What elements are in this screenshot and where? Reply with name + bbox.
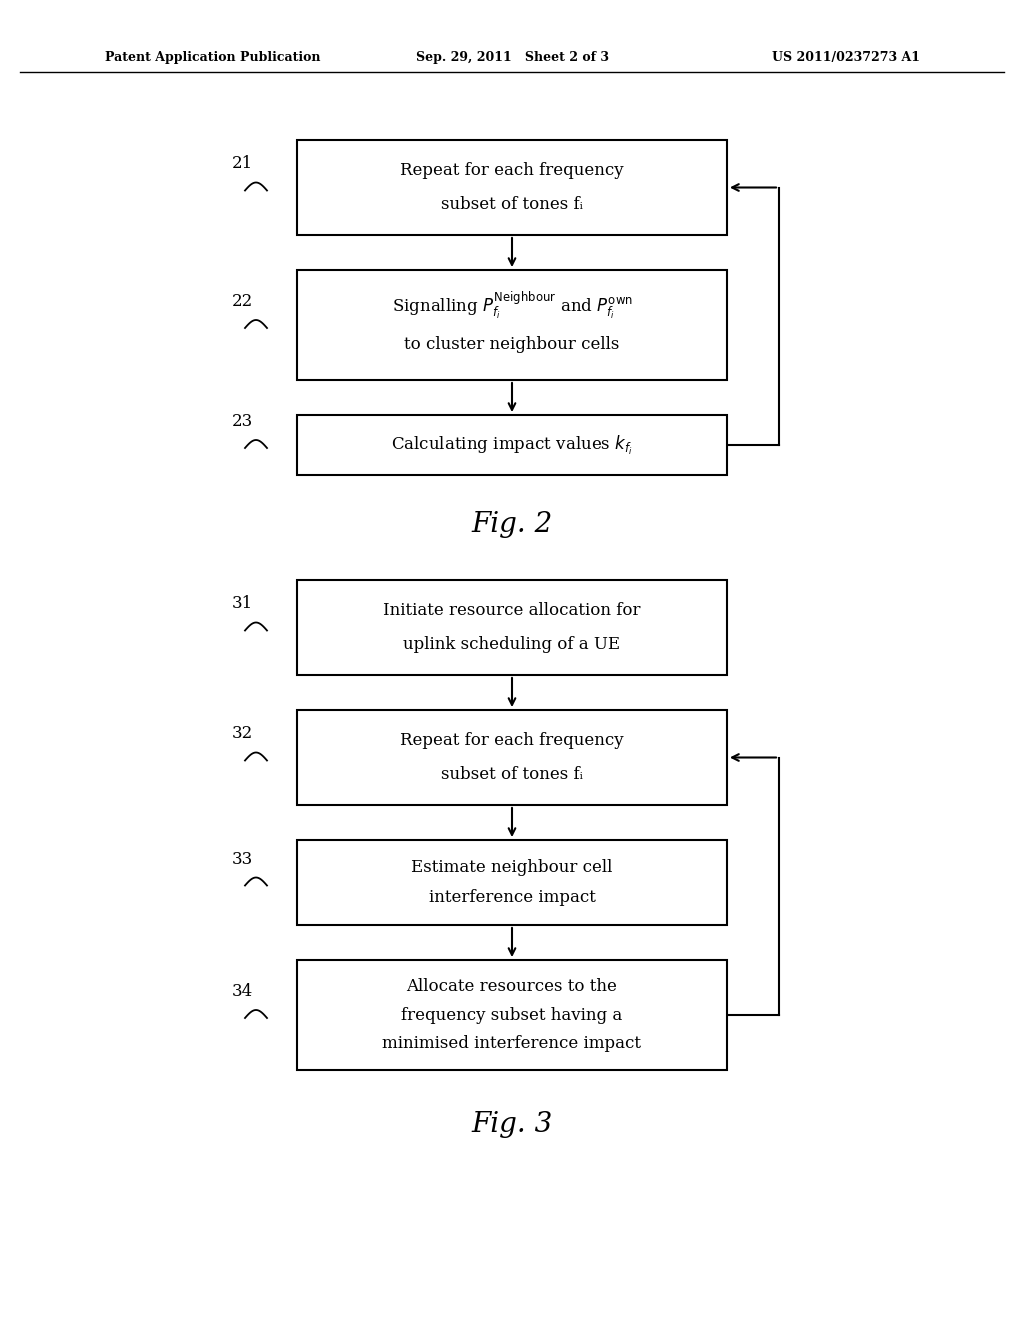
- Text: Allocate resources to the: Allocate resources to the: [407, 978, 617, 994]
- Text: uplink scheduling of a UE: uplink scheduling of a UE: [403, 636, 621, 653]
- Text: subset of tones fᵢ: subset of tones fᵢ: [441, 195, 583, 213]
- Text: Estimate neighbour cell: Estimate neighbour cell: [412, 859, 612, 876]
- Text: Patent Application Publication: Patent Application Publication: [105, 51, 321, 65]
- Text: subset of tones fᵢ: subset of tones fᵢ: [441, 766, 583, 783]
- Text: interference impact: interference impact: [429, 890, 595, 906]
- Text: US 2011/0237273 A1: US 2011/0237273 A1: [772, 51, 920, 65]
- Text: Fig. 2: Fig. 2: [471, 511, 553, 539]
- Text: 32: 32: [231, 726, 253, 742]
- Text: 23: 23: [231, 413, 253, 430]
- Text: frequency subset having a: frequency subset having a: [401, 1006, 623, 1023]
- Text: 31: 31: [231, 595, 253, 612]
- Text: to cluster neighbour cells: to cluster neighbour cells: [404, 337, 620, 354]
- Text: 21: 21: [231, 156, 253, 173]
- Text: Initiate resource allocation for: Initiate resource allocation for: [383, 602, 641, 619]
- Text: Calculating impact values $k_{f_i}$: Calculating impact values $k_{f_i}$: [391, 433, 633, 457]
- Bar: [297, 414, 727, 475]
- Text: 33: 33: [231, 850, 253, 867]
- Bar: [297, 579, 727, 675]
- Text: Repeat for each frequency: Repeat for each frequency: [400, 162, 624, 180]
- Text: Fig. 3: Fig. 3: [471, 1111, 553, 1138]
- Text: minimised interference impact: minimised interference impact: [383, 1035, 641, 1052]
- Bar: [297, 271, 727, 380]
- Bar: [297, 140, 727, 235]
- Text: 22: 22: [231, 293, 253, 310]
- Bar: [297, 710, 727, 805]
- Bar: [297, 840, 727, 925]
- Text: Signalling $P_{f_i}^{\mathrm{Neighbour}}$ and $P_{f_i}^{\mathrm{own}}$: Signalling $P_{f_i}^{\mathrm{Neighbour}}…: [391, 289, 633, 321]
- Bar: [297, 960, 727, 1071]
- Text: Sep. 29, 2011   Sheet 2 of 3: Sep. 29, 2011 Sheet 2 of 3: [416, 51, 608, 65]
- Text: Repeat for each frequency: Repeat for each frequency: [400, 733, 624, 748]
- Text: 34: 34: [231, 983, 253, 1001]
